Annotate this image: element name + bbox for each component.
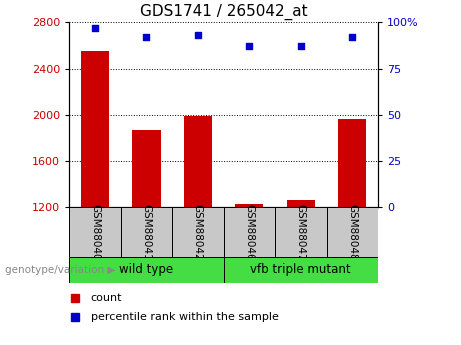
Text: GSM88042: GSM88042 (193, 204, 203, 260)
Bar (287, 200, 315, 207)
Bar (224, 207, 275, 257)
Bar (275, 207, 326, 257)
Text: wild type: wild type (119, 264, 173, 276)
Point (143, 34, 150, 40)
Text: count: count (91, 293, 122, 303)
Point (194, 32, 201, 38)
Bar (338, 119, 366, 207)
Text: GSM88041: GSM88041 (142, 204, 151, 260)
Bar (326, 207, 378, 257)
Title: GDS1741 / 265042_at: GDS1741 / 265042_at (140, 3, 307, 20)
Point (297, 44, 305, 49)
Point (349, 34, 356, 40)
Point (91, 25, 99, 31)
Point (246, 44, 253, 49)
Bar (172, 207, 224, 257)
Bar (224, 257, 378, 283)
Bar (183, 116, 212, 207)
Text: GSM88040: GSM88040 (90, 204, 100, 260)
Bar (69, 207, 121, 257)
Text: GSM88046: GSM88046 (244, 204, 254, 260)
Text: genotype/variation ▶: genotype/variation ▶ (5, 265, 115, 275)
Bar (235, 204, 264, 207)
Bar (69, 257, 224, 283)
Bar (132, 130, 160, 207)
Bar (121, 207, 172, 257)
Bar (81, 51, 109, 207)
Text: percentile rank within the sample: percentile rank within the sample (91, 313, 278, 322)
Text: GSM88048: GSM88048 (347, 204, 357, 260)
Text: GSM88047: GSM88047 (296, 204, 306, 260)
Text: vfb triple mutant: vfb triple mutant (250, 264, 351, 276)
